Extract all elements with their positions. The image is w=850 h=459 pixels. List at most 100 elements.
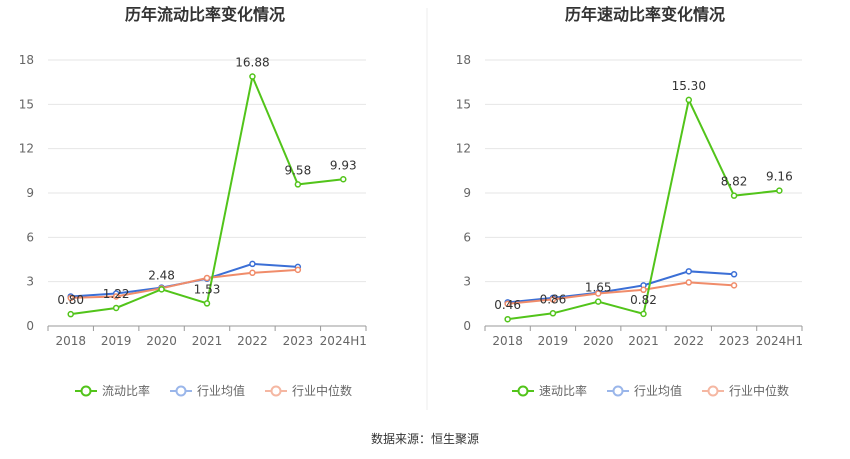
data-label: 1.65 <box>585 281 612 295</box>
data-point <box>640 310 647 318</box>
x-tick-label: 2023 <box>719 334 750 348</box>
data-point <box>249 269 256 277</box>
legend-item-industry-average-series: 行业均值 <box>170 383 245 398</box>
legend-item-industry-average-series: 行业均值 <box>607 383 682 398</box>
data-point <box>730 282 738 289</box>
x-tick-label: 2022 <box>674 334 705 348</box>
data-point <box>594 290 602 297</box>
legend-item-industry-median-series: 行业中位数 <box>265 383 352 398</box>
data-point <box>730 271 738 278</box>
data-point <box>203 300 211 307</box>
y-tick-label: 12 <box>19 142 34 156</box>
legend-marker <box>175 385 187 397</box>
legend-label: 行业中位数 <box>292 383 352 398</box>
series-line <box>507 270 735 304</box>
y-tick-label: 0 <box>26 319 34 333</box>
data-label: 9.93 <box>330 158 357 172</box>
legend-label: 行业中位数 <box>729 383 789 398</box>
y-tick-label: 18 <box>456 53 471 67</box>
x-tick-label: 2023 <box>283 334 314 348</box>
legend-item-industry-median-series: 行业中位数 <box>702 383 789 398</box>
y-tick-label: 12 <box>456 142 471 156</box>
data-point <box>294 266 302 274</box>
data-point <box>112 304 120 312</box>
legend-item-main-series: 速动比率 <box>512 383 587 398</box>
data-label: 1.53 <box>194 282 221 296</box>
y-tick-label: 3 <box>463 275 471 289</box>
data-point <box>776 187 783 194</box>
data-point <box>249 260 256 268</box>
y-tick-label: 15 <box>19 97 34 111</box>
series-line <box>507 281 735 305</box>
x-tick-label: 2024H1 <box>320 334 367 348</box>
legend-marker <box>612 385 624 397</box>
data-point <box>549 296 557 303</box>
x-tick-label: 2020 <box>583 334 614 348</box>
data-point <box>685 279 693 286</box>
industry-median-series <box>504 279 738 308</box>
data-point <box>340 176 347 183</box>
x-tick-label: 2018 <box>55 334 86 348</box>
y-tick-label: 6 <box>463 230 471 244</box>
data-point <box>294 181 302 188</box>
data-label: 0.46 <box>494 298 521 312</box>
y-tick-label: 15 <box>456 97 471 111</box>
quick-ratio-chart: 历年速动比率变化情况 0 3 6 9 12 15 18 2018 2019 2020 2021 202… <box>456 5 803 398</box>
x-tick-label: 2022 <box>237 334 268 348</box>
legend-label: 行业均值 <box>634 383 682 398</box>
legend-label: 流动比率 <box>102 383 150 398</box>
data-point <box>158 286 165 293</box>
data-label: 0.82 <box>630 293 657 307</box>
data-point <box>504 315 511 323</box>
data-point <box>594 298 602 305</box>
data-point <box>685 268 693 275</box>
main-series <box>67 73 347 318</box>
x-tick-label: 2019 <box>101 334 132 348</box>
data-point <box>67 294 74 302</box>
data-point <box>504 300 511 308</box>
data-point <box>685 96 693 104</box>
y-tick-label: 3 <box>26 275 34 289</box>
y-tick-label: 18 <box>19 53 34 67</box>
legend-marker <box>707 385 719 397</box>
data-point <box>67 310 74 318</box>
x-tick-label: 2021 <box>628 334 659 348</box>
x-tick-label: 2019 <box>538 334 569 348</box>
series-line <box>70 268 298 299</box>
data-label: 9.16 <box>766 170 793 184</box>
data-point <box>549 310 557 317</box>
data-label: 8.82 <box>721 175 748 189</box>
legend-marker <box>270 385 282 397</box>
data-point <box>640 286 647 294</box>
data-label: 1.22 <box>103 287 130 301</box>
y-tick-label: 0 <box>463 319 471 333</box>
data-label: 15.30 <box>672 79 706 93</box>
x-tick-label: 2024H1 <box>756 334 803 348</box>
legend-marker <box>517 385 529 397</box>
y-tick-label: 9 <box>26 186 34 200</box>
y-tick-label: 9 <box>463 186 471 200</box>
data-point <box>112 293 120 300</box>
data-point <box>249 73 256 80</box>
data-point <box>203 274 211 282</box>
data-label: 0.86 <box>540 292 567 306</box>
x-tick-label: 2018 <box>492 334 523 348</box>
y-tick-label: 6 <box>26 230 34 244</box>
legend-marker <box>80 385 92 397</box>
x-tick-label: 2020 <box>146 334 177 348</box>
data-label: 2.48 <box>148 268 175 282</box>
legend-label: 行业均值 <box>197 383 245 398</box>
legend-label: 速动比率 <box>539 383 587 398</box>
x-tick-label: 2021 <box>192 334 223 348</box>
data-source-note: 数据来源：恒生聚源 <box>371 431 479 446</box>
data-point <box>730 192 738 199</box>
data-label: 16.88 <box>235 56 269 70</box>
data-label: 9.58 <box>284 163 311 177</box>
data-label: 0.80 <box>57 293 84 307</box>
chart-title: 历年速动比率变化情况 <box>565 5 725 24</box>
main-series <box>504 96 783 323</box>
legend-item-main-series: 流动比率 <box>75 383 150 398</box>
current-ratio-chart: 历年流动比率变化情况 0 3 6 9 12 15 18 2018 2019 2020 2021 202… <box>19 5 367 398</box>
